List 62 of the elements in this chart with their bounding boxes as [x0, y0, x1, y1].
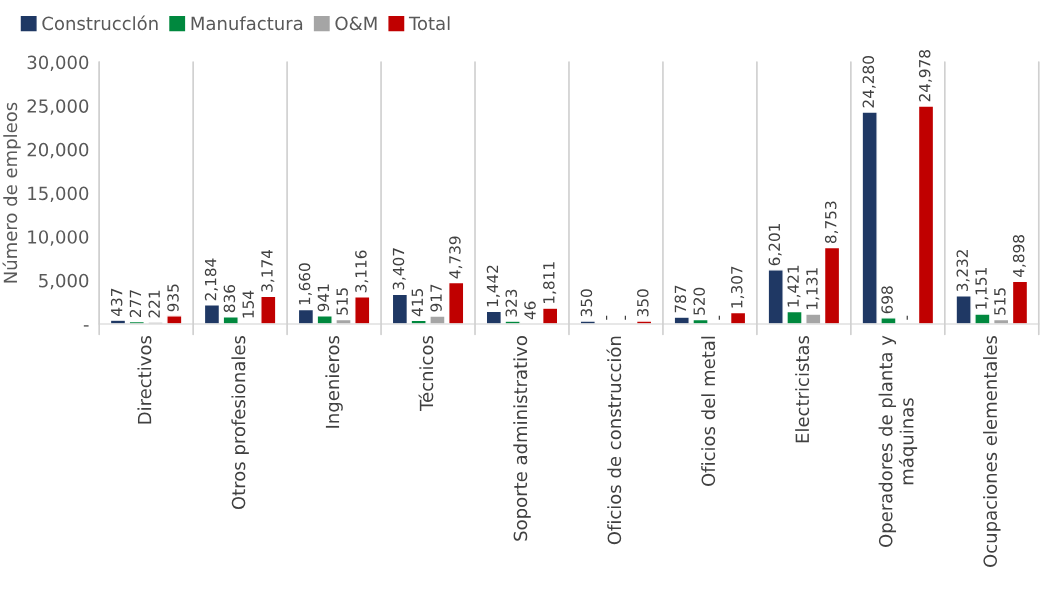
data-label: 1,131	[806, 268, 820, 309]
data-label: 698	[881, 286, 893, 314]
x-tick-label: Otros profesionales	[231, 335, 249, 510]
data-label: 323	[505, 289, 518, 317]
data-label: 935	[167, 284, 179, 312]
legend-label: O&M	[335, 16, 377, 31]
y-tick-label: 20,000	[27, 142, 89, 159]
data-label: 1,307	[730, 266, 745, 308]
data-label: 787	[674, 285, 687, 313]
y-tick-label: 15,000	[28, 186, 89, 203]
data-label: 515	[336, 288, 348, 315]
text: -	[718, 315, 720, 320]
data-label: 1,811	[543, 262, 557, 304]
x-tick-label: Oficios del metal	[701, 336, 716, 486]
data-label: 46	[524, 301, 536, 320]
x-tick-label: Electricistas	[795, 335, 810, 443]
text: -	[624, 315, 626, 320]
data-label: 941	[317, 284, 330, 312]
x-tick-label: Técnicos	[418, 335, 434, 411]
data-label: 350	[637, 289, 649, 317]
data-label: 437	[110, 288, 123, 316]
y-tick-label: 25,000	[27, 99, 89, 115]
data-label: 3,407	[392, 248, 406, 290]
data-label: 1,151	[975, 268, 989, 309]
data-label: 3,116	[355, 250, 369, 293]
y-tick-label: 10,000	[28, 230, 89, 246]
data-label: 6,201	[768, 224, 782, 266]
y-tick-label: -	[83, 325, 89, 327]
data-label: 24,978	[918, 50, 933, 102]
x-tick-label: Soporte administrativo	[513, 336, 531, 541]
data-label: 350	[580, 289, 593, 317]
data-label: 3,232	[956, 250, 970, 292]
legend-label: Manufactura	[191, 16, 303, 31]
data-label: 277	[129, 290, 141, 317]
text: -	[906, 315, 908, 320]
data-label: 1,442	[486, 265, 500, 307]
data-label: 836	[223, 285, 236, 313]
data-label: 917	[430, 284, 442, 312]
x-tick-label: Oficios de construcción	[606, 336, 622, 545]
data-label: 520	[693, 287, 705, 315]
legend-label: Total	[408, 16, 450, 31]
y-tick-label: 5,000	[39, 273, 89, 290]
data-label: 24,280	[862, 56, 876, 108]
y-tick-label: 30,000	[27, 55, 89, 72]
data-label: 154	[242, 290, 254, 318]
x-tick-label: Ocupaciones elementales	[983, 335, 1001, 567]
data-label: 515	[994, 288, 1006, 315]
text: -	[605, 315, 608, 320]
data-label: 4,739	[449, 236, 463, 279]
x-tick-label: Ingenieros	[325, 335, 343, 428]
x-tick-label: Directivos	[137, 335, 152, 424]
data-label: 221	[148, 290, 160, 318]
data-label: 1,660	[298, 263, 312, 305]
data-label: 415	[411, 289, 424, 317]
data-label: 8,753	[824, 201, 839, 244]
data-label: 1,421	[787, 265, 801, 307]
legend-label: Construcclón	[42, 15, 158, 31]
data-label: 4,898	[1012, 235, 1026, 277]
x-tick-label: Operadores de planta y máquinas	[878, 335, 918, 547]
y-axis-title: Número de empleos	[2, 102, 21, 283]
data-label: 3,174	[261, 249, 275, 292]
data-label: 2,184	[204, 258, 218, 301]
